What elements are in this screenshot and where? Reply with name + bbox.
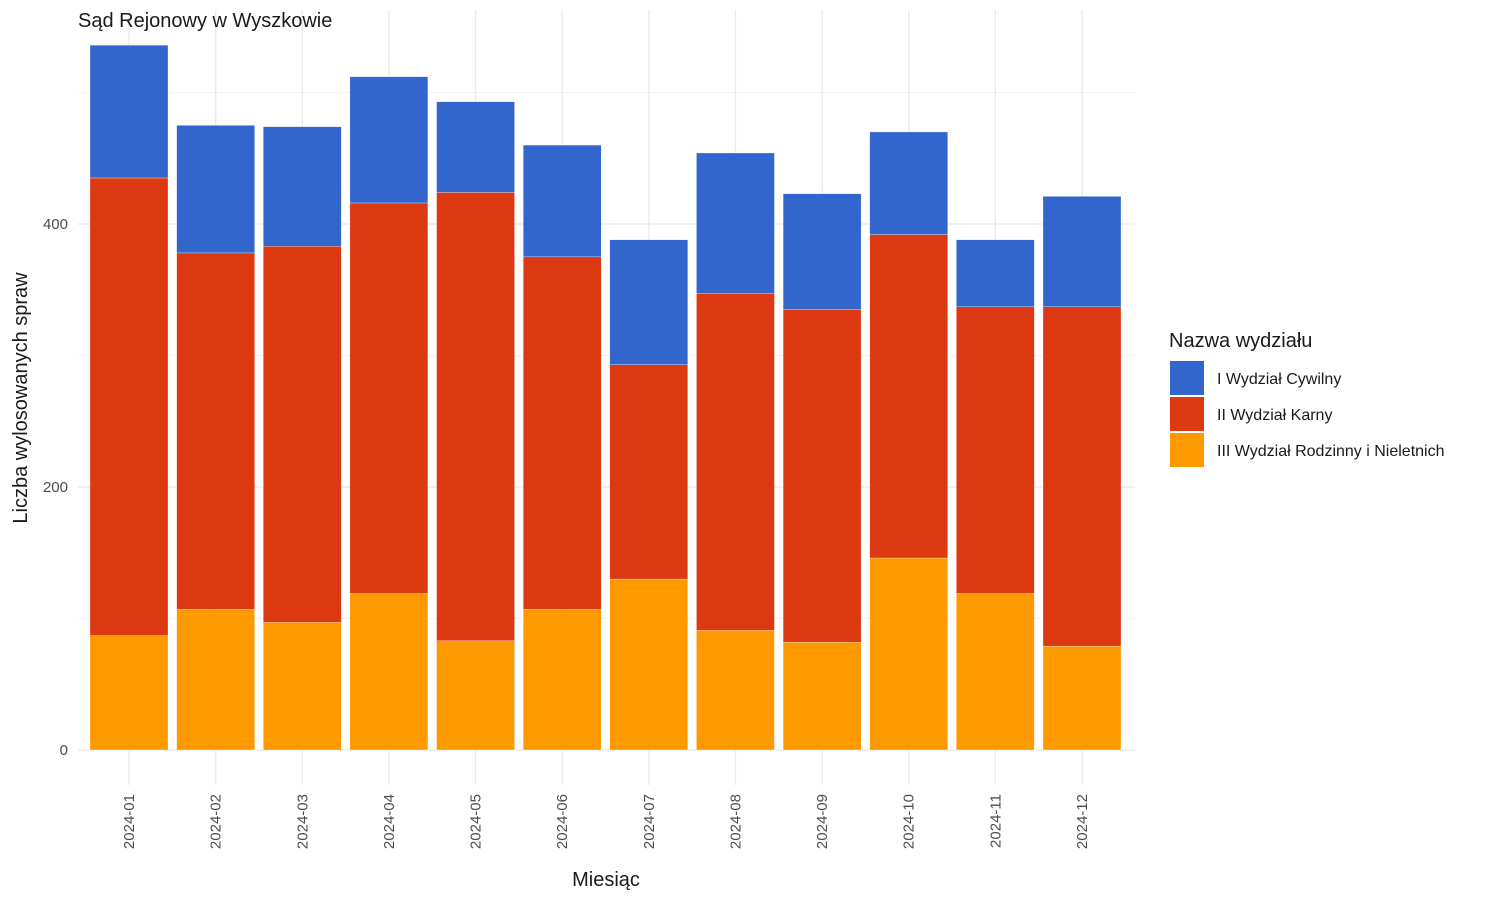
bar-segment xyxy=(1042,196,1122,307)
x-tick-label: 2024-04 xyxy=(381,794,398,849)
bar-segment xyxy=(869,557,948,751)
bar-segment xyxy=(349,76,429,204)
y-axis-title: Liczba wylosowanych spraw xyxy=(10,272,32,524)
bar-segment xyxy=(869,234,948,559)
bar-segment xyxy=(176,252,255,610)
bar-segment xyxy=(609,578,688,751)
legend-swatch xyxy=(1170,433,1204,467)
x-tick-label: 2024-03 xyxy=(294,794,311,849)
bar-segment xyxy=(176,609,255,751)
x-tick-label: 2024-08 xyxy=(727,794,744,849)
x-tick-label: 2024-09 xyxy=(814,794,831,849)
y-tick-label: 0 xyxy=(60,742,68,759)
bar-segment xyxy=(696,630,775,751)
bar-segment xyxy=(263,246,342,623)
legend-label: I Wydział Cywilny xyxy=(1217,371,1341,388)
bar-segment xyxy=(956,239,1035,307)
bar-segment xyxy=(1042,306,1122,647)
bar-segment xyxy=(609,239,688,365)
legend-swatch xyxy=(1170,397,1204,431)
x-tick-label: 2024-05 xyxy=(468,794,485,849)
y-axis-ticks: 0 200 400 xyxy=(43,216,68,759)
y-tick-label: 200 xyxy=(43,479,68,496)
bar-segment xyxy=(696,152,775,294)
legend: Nazwa wydziału I Wydział Cywilny II Wydzi… xyxy=(1169,330,1445,467)
x-tick-label: 2024-07 xyxy=(641,794,658,849)
x-tick-label: 2024-02 xyxy=(208,794,225,849)
bar-segment xyxy=(89,177,169,636)
bar-segment xyxy=(782,309,862,643)
legend-swatch xyxy=(1170,361,1204,395)
legend-label: III Wydział Rodzinny i Nieletnich xyxy=(1217,443,1445,460)
bar-segment xyxy=(349,593,429,751)
bar-segment xyxy=(696,293,775,631)
bar-segment xyxy=(782,642,862,751)
bar-segment xyxy=(176,125,255,254)
bar-segment xyxy=(436,192,515,642)
bar-segment xyxy=(956,593,1035,751)
legend-title: Nazwa wydziału xyxy=(1169,330,1312,352)
bar-segment xyxy=(436,640,515,751)
bar-segment xyxy=(89,635,169,751)
x-tick-label: 2024-10 xyxy=(901,794,918,849)
bar-segment xyxy=(523,609,602,751)
x-axis-title: Miesiąc xyxy=(572,869,640,891)
x-tick-label: 2024-11 xyxy=(987,794,1004,848)
bar-segment xyxy=(609,364,688,580)
bar-segment xyxy=(1042,645,1122,751)
bar-segment xyxy=(89,45,169,179)
bar-segment xyxy=(523,256,602,610)
x-tick-label: 2024-01 xyxy=(121,794,138,849)
bar-segment xyxy=(263,126,342,247)
bars xyxy=(89,45,1122,751)
bar-segment xyxy=(869,131,948,235)
legend-label: II Wydział Karny xyxy=(1217,407,1332,424)
chart-title: Sąd Rejonowy w Wyszkowie xyxy=(78,10,332,32)
x-tick-label: 2024-06 xyxy=(554,794,571,849)
bar-segment xyxy=(436,101,515,193)
bar-segment xyxy=(782,193,862,310)
x-tick-label: 2024-12 xyxy=(1074,794,1091,849)
bar-segment xyxy=(523,144,602,258)
bar-segment xyxy=(349,202,429,594)
x-axis-ticks: 2024-01 2024-02 2024-03 2024-04 2024-05 2024-… xyxy=(121,794,1091,849)
bar-segment xyxy=(956,306,1035,594)
y-tick-label: 400 xyxy=(43,216,68,233)
bar-segment xyxy=(263,622,342,751)
